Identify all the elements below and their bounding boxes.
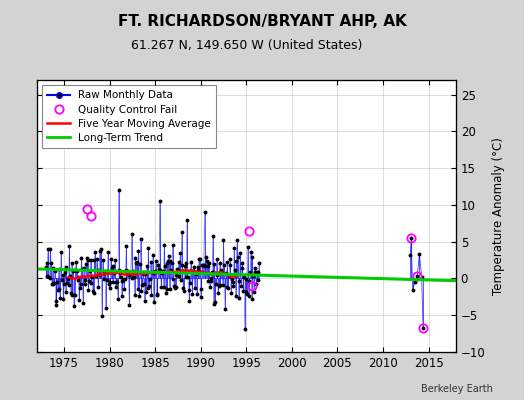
Y-axis label: Temperature Anomaly (°C): Temperature Anomaly (°C) bbox=[493, 137, 506, 295]
Text: FT. RICHARDSON/BRYANT AHP, AK: FT. RICHARDSON/BRYANT AHP, AK bbox=[117, 14, 407, 29]
Title: 61.267 N, 149.650 W (United States): 61.267 N, 149.650 W (United States) bbox=[130, 40, 362, 52]
Legend: Raw Monthly Data, Quality Control Fail, Five Year Moving Average, Long-Term Tren: Raw Monthly Data, Quality Control Fail, … bbox=[42, 85, 216, 148]
Text: Berkeley Earth: Berkeley Earth bbox=[421, 384, 493, 394]
